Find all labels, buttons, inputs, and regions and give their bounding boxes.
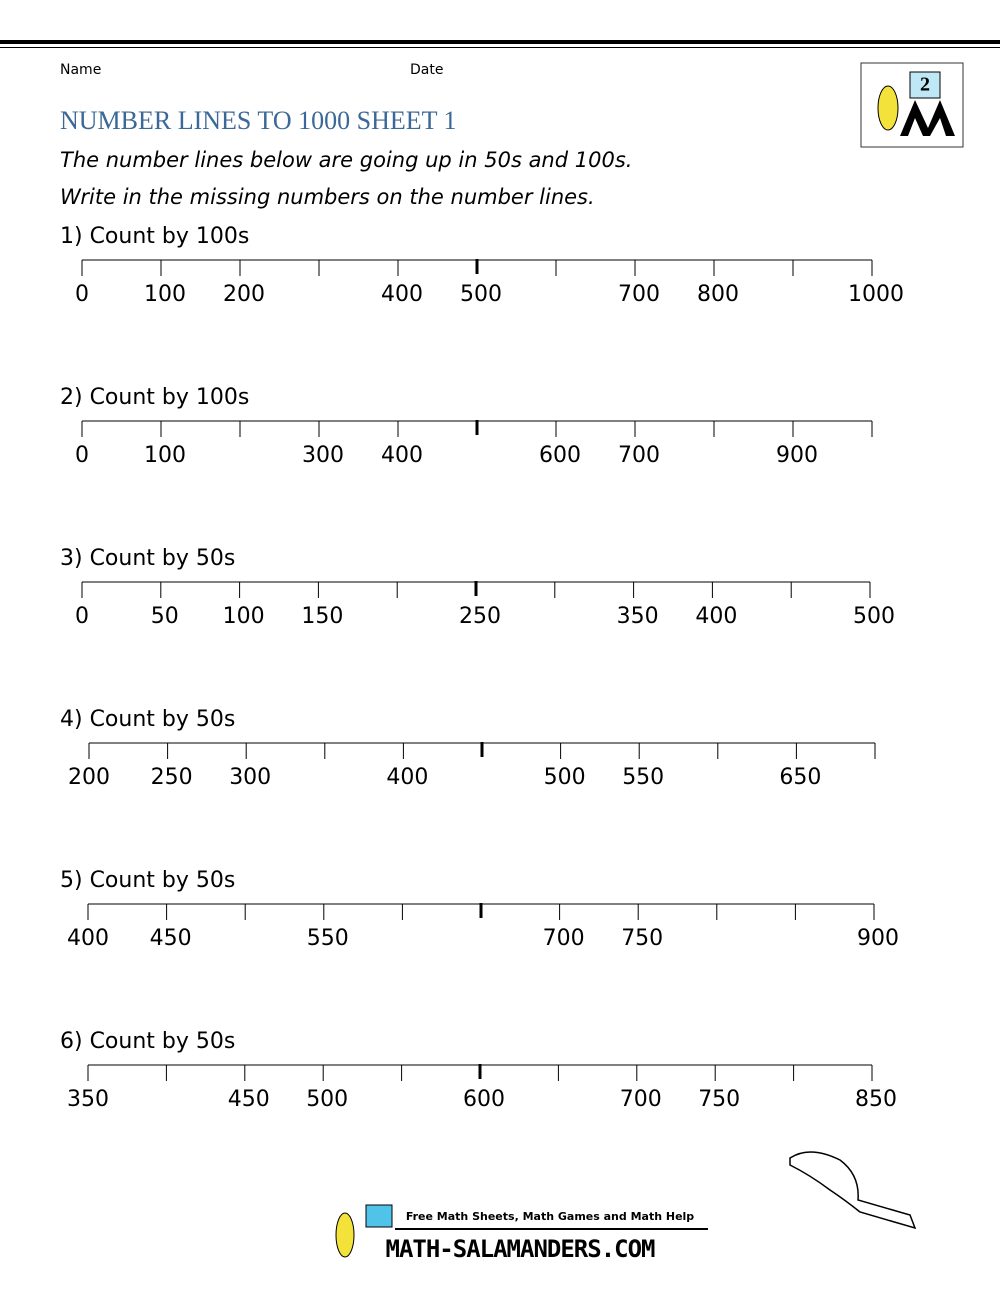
footer-tagline: Free Math Sheets, Math Games and Math He… bbox=[406, 1210, 694, 1223]
instruction: Write in the missing numbers on the numb… bbox=[60, 185, 595, 209]
tick-label: 900 bbox=[857, 926, 899, 951]
tick-label: 800 bbox=[697, 282, 739, 307]
tick-label: 700 bbox=[618, 443, 660, 468]
logo-salamander bbox=[877, 85, 899, 131]
problem-title: 5) Count by 50s bbox=[60, 868, 235, 893]
tick-label: 250 bbox=[459, 604, 501, 629]
tick-label: 400 bbox=[695, 604, 737, 629]
footer-board bbox=[365, 1204, 393, 1228]
footer: Free Math Sheets, Math Games and Math He… bbox=[335, 1204, 708, 1263]
logo-m bbox=[900, 100, 955, 136]
tick-label: 500 bbox=[853, 604, 895, 629]
tick-label: 250 bbox=[151, 765, 193, 790]
problem-title: 6) Count by 50s bbox=[60, 1029, 235, 1054]
tick-label: 750 bbox=[621, 926, 663, 951]
tick-label: 900 bbox=[776, 443, 818, 468]
tick-label: 300 bbox=[302, 443, 344, 468]
date-label: Date bbox=[410, 62, 443, 78]
tick-label: 100 bbox=[223, 604, 265, 629]
salamander-outline bbox=[789, 1151, 917, 1230]
problem-title: 2) Count by 100s bbox=[60, 385, 249, 410]
problem-title: 1) Count by 100s bbox=[60, 224, 249, 249]
tick-label: 400 bbox=[381, 443, 423, 468]
tick-label: 550 bbox=[307, 926, 349, 951]
sheet-title: NUMBER LINES TO 1000 SHEET 1 bbox=[60, 106, 457, 135]
tick-label: 500 bbox=[544, 765, 586, 790]
top-rule bbox=[0, 40, 1000, 44]
salamander-drawing bbox=[789, 1151, 917, 1230]
tick-label: 400 bbox=[381, 282, 423, 307]
tick-label: 450 bbox=[228, 1087, 270, 1112]
tick-label: 400 bbox=[67, 926, 109, 951]
logo-board bbox=[909, 71, 941, 99]
tick-label: 500 bbox=[460, 282, 502, 307]
tick-label: 450 bbox=[150, 926, 192, 951]
instruction: The number lines below are going up in 5… bbox=[60, 148, 632, 172]
tick-label: 550 bbox=[622, 765, 664, 790]
tick-label: 0 bbox=[75, 282, 89, 307]
top-rule-thin bbox=[0, 47, 1000, 48]
footer-salamander bbox=[335, 1212, 355, 1258]
problem-title: 3) Count by 50s bbox=[60, 546, 235, 571]
tick-label: 200 bbox=[68, 765, 110, 790]
name-label: Name bbox=[60, 62, 101, 78]
tick-label: 350 bbox=[617, 604, 659, 629]
tick-label: 700 bbox=[620, 1087, 662, 1112]
footer-site: MATH-SALAMANDERS.COM bbox=[386, 1235, 656, 1263]
tick-label: 1000 bbox=[848, 282, 904, 307]
tick-label: 850 bbox=[855, 1087, 897, 1112]
tick-label: 150 bbox=[301, 604, 343, 629]
logo: 2 bbox=[860, 62, 964, 148]
tick-label: 600 bbox=[463, 1087, 505, 1112]
logo-number: 2 bbox=[920, 74, 930, 96]
tick-label: 100 bbox=[144, 282, 186, 307]
tick-label: 400 bbox=[386, 765, 428, 790]
tick-label: 500 bbox=[306, 1087, 348, 1112]
tick-label: 600 bbox=[539, 443, 581, 468]
tick-label: 200 bbox=[223, 282, 265, 307]
tick-label: 650 bbox=[779, 765, 821, 790]
tick-label: 300 bbox=[229, 765, 271, 790]
tick-label: 350 bbox=[67, 1087, 109, 1112]
tick-label: 0 bbox=[75, 443, 89, 468]
tick-label: 50 bbox=[151, 604, 179, 629]
tick-label: 0 bbox=[75, 604, 89, 629]
tick-label: 750 bbox=[698, 1087, 740, 1112]
problem-title: 4) Count by 50s bbox=[60, 707, 235, 732]
tick-label: 700 bbox=[618, 282, 660, 307]
tick-label: 700 bbox=[543, 926, 585, 951]
tick-label: 100 bbox=[144, 443, 186, 468]
